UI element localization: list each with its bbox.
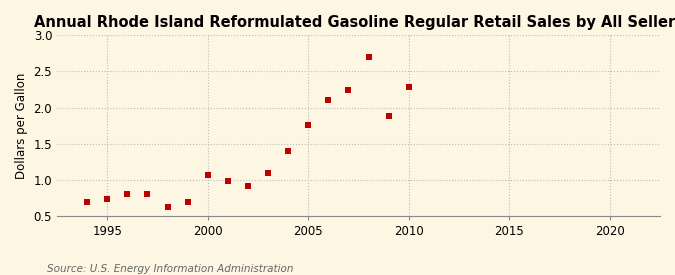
Point [162,205,173,210]
Point [283,149,294,153]
Text: Source: U.S. Energy Information Administration: Source: U.S. Energy Information Administ… [47,264,294,274]
Point [404,84,414,89]
Point [223,179,234,183]
Point [343,88,354,92]
Point [242,184,253,189]
Point [102,197,113,202]
Point [383,114,394,119]
Y-axis label: Dollars per Gallon: Dollars per Gallon [15,73,28,179]
Title: Annual Rhode Island Reformulated Gasoline Regular Retail Sales by All Sellers: Annual Rhode Island Reformulated Gasolin… [34,15,675,30]
Point [263,170,273,175]
Point [122,191,133,196]
Point [363,55,374,59]
Point [323,97,333,102]
Point [82,199,92,204]
Point [142,191,153,196]
Point [202,173,213,177]
Point [303,123,314,127]
Point [182,199,193,204]
